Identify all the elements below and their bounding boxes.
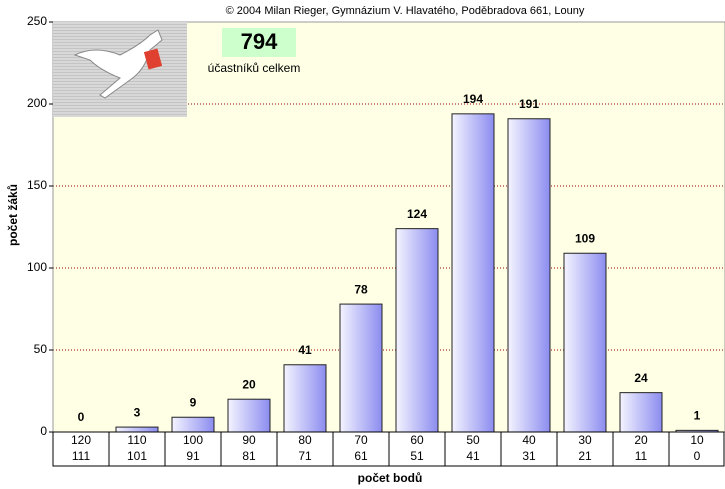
y-tick-label: 50	[34, 342, 48, 356]
y-tick-label: 200	[27, 96, 47, 110]
x-tick-label: 31	[522, 449, 536, 463]
bar	[115, 426, 159, 433]
data-label: 78	[354, 282, 368, 296]
x-tick-label: 30	[578, 433, 592, 447]
bar	[227, 398, 271, 433]
x-tick-label: 110	[127, 433, 146, 447]
data-label: 41	[298, 343, 312, 357]
data-label: 124	[407, 207, 427, 221]
bar	[619, 392, 663, 433]
data-label: 24	[634, 371, 648, 385]
x-tick-label: 61	[354, 449, 368, 463]
bar	[283, 364, 327, 433]
x-tick-label: 50	[466, 433, 480, 447]
logo	[53, 22, 187, 117]
x-tick-label: 120	[71, 433, 91, 447]
data-label: 109	[575, 231, 595, 245]
credit: © 2004 Milan Rieger, Gymnázium V. Hlavat…	[226, 5, 585, 17]
data-label: 191	[519, 97, 539, 111]
y-tick-label: 100	[27, 260, 47, 274]
x-tick-label: 91	[186, 449, 200, 463]
x-tick-label: 81	[242, 449, 256, 463]
x-tick-label: 11	[635, 449, 648, 463]
bar	[171, 416, 215, 433]
data-label: 3	[134, 405, 141, 419]
x-tick-label: 40	[522, 433, 536, 447]
total-box	[222, 28, 296, 57]
bar	[507, 118, 551, 433]
data-label: 20	[242, 377, 256, 391]
x-tick-label: 51	[410, 449, 424, 463]
x-tick-label: 20	[634, 433, 648, 447]
y-tick-label: 150	[27, 178, 47, 192]
y-tick-label: 0	[40, 424, 47, 438]
x-tick-label: 111	[72, 449, 91, 463]
x-tick-label: 71	[298, 449, 312, 463]
x-tick-label: 0	[694, 449, 701, 463]
data-label: 9	[190, 395, 197, 409]
x-tick-label: 21	[578, 449, 592, 463]
x-tick-label: 70	[354, 433, 368, 447]
x-tick-label: 80	[298, 433, 312, 447]
x-tick-label: 10	[690, 433, 704, 447]
y-tick-label: 250	[27, 14, 47, 28]
bar	[451, 113, 495, 433]
data-label: 1	[694, 409, 701, 423]
bar	[563, 252, 607, 433]
x-axis-title: počet bodů	[358, 471, 423, 485]
total-label: účastníků celkem	[208, 61, 301, 75]
x-tick-label: 90	[242, 433, 256, 447]
bar	[395, 228, 439, 433]
bar	[339, 303, 383, 433]
total: 794	[241, 29, 278, 54]
x-tick-label: 41	[466, 449, 480, 463]
y-axis-title: počet žáků	[6, 184, 20, 246]
x-tick-label: 100	[183, 433, 203, 447]
x-tick-label: 101	[127, 449, 147, 463]
x-tick-label: 60	[410, 433, 424, 447]
data-label: 194	[463, 92, 483, 106]
data-label: 0	[78, 410, 85, 424]
